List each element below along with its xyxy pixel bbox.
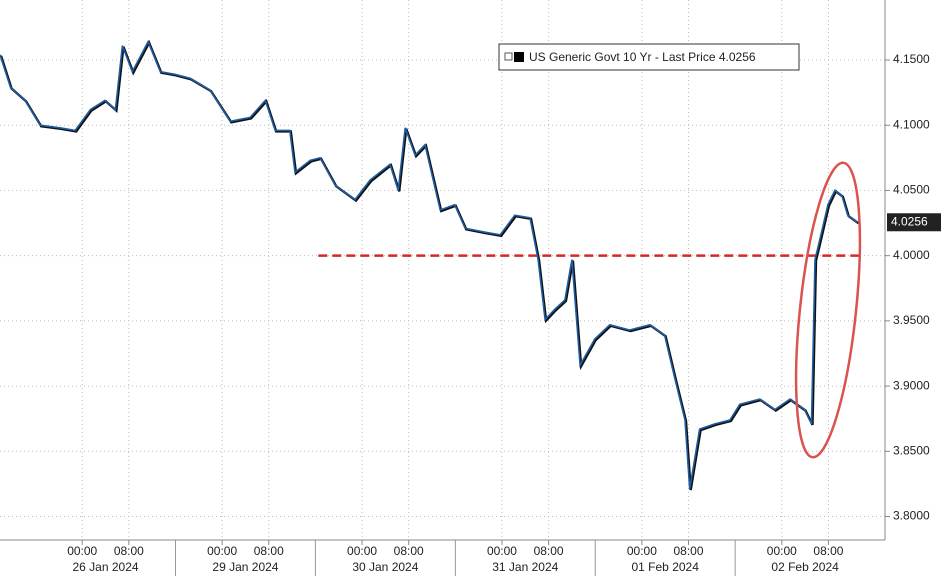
last-price-box [887, 213, 941, 232]
x-tick-label: 00:00 [767, 544, 797, 558]
last-price-label: 4.0256 [891, 214, 928, 228]
y-tick-label: 3.8500 [893, 443, 930, 457]
x-tick-label: 08:00 [254, 544, 284, 558]
x-tick-label: 00:00 [347, 544, 377, 558]
x-tick-label: 00:00 [627, 544, 657, 558]
y-tick-label: 3.9500 [893, 313, 930, 327]
x-tick-label: 00:00 [207, 544, 237, 558]
x-date-label: 02 Feb 2024 [771, 560, 839, 574]
x-date-label: 29 Jan 2024 [212, 560, 278, 574]
legend-label: US Generic Govt 10 Yr - Last Price 4.025… [529, 50, 756, 64]
x-date-label: 31 Jan 2024 [492, 560, 558, 574]
x-tick-label: 08:00 [394, 544, 424, 558]
legend-icon [504, 52, 513, 61]
x-tick-label: 08:00 [534, 544, 564, 558]
y-tick-label: 4.1000 [893, 117, 930, 131]
legend-swatch [514, 52, 524, 62]
y-tick-label: 4.0000 [893, 248, 930, 262]
x-date-label: 26 Jan 2024 [72, 560, 138, 574]
legend-box [498, 43, 800, 71]
x-tick-label: 08:00 [114, 544, 144, 558]
x-tick-label: 08:00 [674, 544, 704, 558]
y-tick-label: 3.8000 [893, 509, 930, 523]
y-tick-label: 4.1500 [893, 52, 930, 66]
y-tick-label: 3.9000 [893, 378, 930, 392]
x-tick-label: 08:00 [813, 544, 843, 558]
legend: US Generic Govt 10 Yr - Last Price 4.025… [498, 43, 800, 71]
x-date-label: 30 Jan 2024 [352, 560, 418, 574]
plot [0, 39, 863, 491]
price-line [0, 39, 859, 490]
x-tick-label: 00:00 [67, 544, 97, 558]
x-tick-label: 00:00 [487, 544, 517, 558]
x-date-label: 01 Feb 2024 [632, 560, 700, 574]
y-tick-label: 4.0500 [893, 183, 930, 197]
grid [0, 0, 885, 576]
highlight-ellipse [794, 161, 862, 459]
